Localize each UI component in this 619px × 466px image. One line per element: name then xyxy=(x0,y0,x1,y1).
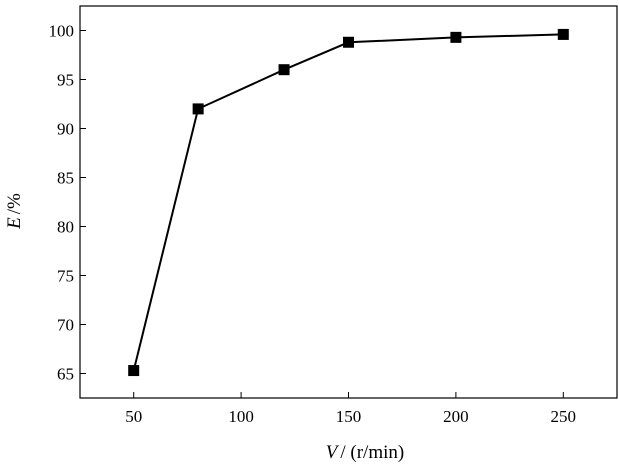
axes xyxy=(79,5,618,399)
series-line xyxy=(132,33,564,371)
x-axis-title: V / (r/min) xyxy=(326,442,404,463)
x-tick-label: 200 xyxy=(443,407,469,426)
y-axis-ticks: 65 70 75 80 85 90 95 100 xyxy=(49,22,86,384)
y-tick-label: 80 xyxy=(57,218,74,237)
y-tick-label: 75 xyxy=(57,267,74,286)
y-tick-label: 65 xyxy=(57,365,74,384)
data-point-marker xyxy=(557,28,569,40)
y-tick-label: 70 xyxy=(57,316,74,335)
data-point-marker xyxy=(192,103,204,115)
x-tick-label: 100 xyxy=(228,407,254,426)
plot-frame xyxy=(79,5,618,399)
x-axis-unit: / (r/min) xyxy=(340,442,404,463)
data-point-marker xyxy=(278,64,290,76)
x-tick-label: 150 xyxy=(336,407,362,426)
y-tick-label: 85 xyxy=(57,169,74,188)
x-axis-ticks: 50 100 150 200 250 xyxy=(125,392,576,426)
data-series xyxy=(128,28,569,377)
data-point-marker xyxy=(343,36,354,48)
y-tick-label: 90 xyxy=(57,120,74,139)
y-tick-label: 95 xyxy=(57,71,74,90)
x-axis-variable: V xyxy=(326,442,340,463)
x-tick-label: 250 xyxy=(551,407,577,426)
y-axis-unit: /% xyxy=(4,193,25,214)
y-axis-title: E /% xyxy=(4,193,25,230)
data-point-marker xyxy=(128,365,140,377)
x-tick-label: 50 xyxy=(125,407,142,426)
y-tick-label: 100 xyxy=(49,22,75,41)
data-point-marker xyxy=(450,31,462,43)
y-axis-variable: E xyxy=(4,217,25,230)
